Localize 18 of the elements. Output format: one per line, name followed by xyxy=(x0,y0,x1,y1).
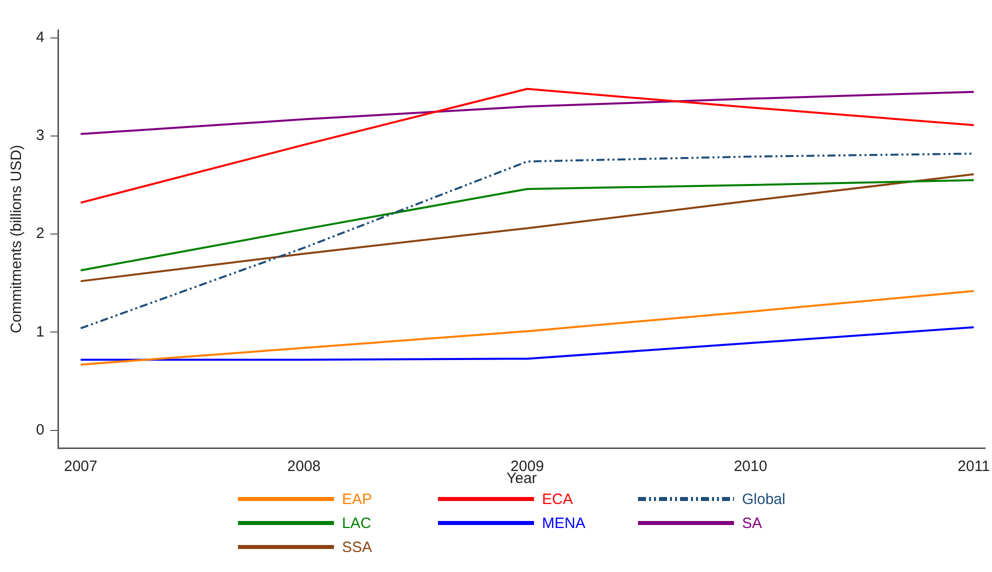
text: LAC xyxy=(342,514,372,532)
x-tick-label: 2007 xyxy=(64,458,98,476)
y-axis-title: Commitments (billions USD) xyxy=(8,144,26,334)
text: ECA xyxy=(542,490,573,508)
x-axis-title: Year xyxy=(506,470,537,488)
text: SA xyxy=(742,514,762,532)
y-tick-label: 2 xyxy=(36,225,44,242)
y-tick-label: 1 xyxy=(36,323,44,340)
x-tick-label: 2011 xyxy=(958,458,990,476)
y-tick-label: 4 xyxy=(36,28,44,46)
text: SSA xyxy=(342,538,372,556)
y-tick-label: 3 xyxy=(36,127,44,144)
text: Global xyxy=(742,490,786,508)
text: EAP xyxy=(342,490,372,508)
x-tick-label: 2010 xyxy=(734,458,768,476)
text: MENA xyxy=(542,514,586,532)
x-tick-label: 2008 xyxy=(287,458,321,476)
y-tick-label: 0 xyxy=(36,421,44,438)
